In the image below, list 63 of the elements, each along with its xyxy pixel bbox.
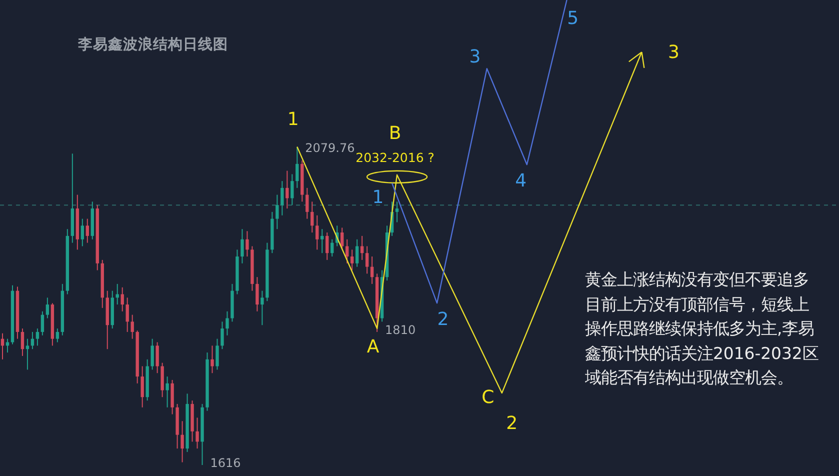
candlestick <box>370 256 374 284</box>
annotation: 2 <box>506 412 518 434</box>
candlestick <box>196 417 199 450</box>
candlestick <box>40 310 44 336</box>
candlestick <box>345 238 349 264</box>
candlestick <box>36 328 40 346</box>
annotation: 1 <box>372 187 384 208</box>
candlestick <box>330 238 334 258</box>
candlestick <box>320 228 324 254</box>
candlestick <box>140 366 144 408</box>
candlestick <box>56 328 60 343</box>
text: 3 <box>668 42 680 64</box>
text: 3 <box>469 46 481 68</box>
candlestick <box>150 338 154 370</box>
candlestick <box>120 286 124 312</box>
candlestick <box>46 297 50 319</box>
annotation: 2032-2016 ? <box>356 150 434 165</box>
candlestick <box>326 232 329 260</box>
candlestick <box>246 230 249 258</box>
candlestick <box>130 314 134 340</box>
candlestick <box>116 283 119 306</box>
candlestick <box>26 338 30 370</box>
text: B <box>388 122 402 144</box>
candlestick <box>80 218 84 247</box>
annotation: 黄金上涨结构没有变但不要追多目前上方没有顶部信号，短线上操作思路继续保持低多为主,李易鑫预计快的话关注2016-2032区域能否有结构出现做空机会。 <box>585 269 820 390</box>
candlestick <box>166 376 169 408</box>
annotation: A <box>366 336 380 358</box>
candlestick <box>365 246 369 274</box>
candlestick <box>156 342 159 374</box>
candlestick <box>280 180 284 216</box>
candlestick <box>350 249 354 271</box>
candlestick <box>316 214 319 250</box>
candlestick <box>220 321 224 350</box>
text: 5 <box>567 8 579 29</box>
candlestick <box>310 201 314 233</box>
candlestick <box>20 328 24 356</box>
text: 1 <box>287 108 299 130</box>
candlestick <box>210 345 214 374</box>
candlestick <box>355 238 359 268</box>
candlestick <box>260 290 264 326</box>
candlestick <box>240 228 244 264</box>
candlestick <box>290 174 294 206</box>
candlestick <box>286 170 289 209</box>
candlestick <box>340 227 344 250</box>
candlestick <box>86 218 89 244</box>
annotation: 2 <box>437 309 449 330</box>
candlestick <box>306 187 309 220</box>
annotation: 4 <box>515 170 527 192</box>
candlestick <box>276 194 279 230</box>
candlestick <box>216 338 219 370</box>
text: 1810 <box>385 322 416 337</box>
text: 1616 <box>210 456 241 470</box>
candlestick <box>180 420 184 463</box>
candlestick <box>126 297 129 332</box>
candlestick <box>360 235 364 260</box>
text: 2079.76 <box>305 140 355 155</box>
annotation: C <box>482 386 494 408</box>
chart-title: 李易鑫波浪结构日线图 <box>77 35 228 53</box>
candlestick <box>226 310 229 336</box>
candlestick <box>395 201 399 223</box>
candlestick <box>296 146 299 188</box>
candlestick <box>6 338 10 354</box>
candlestick <box>256 276 259 312</box>
